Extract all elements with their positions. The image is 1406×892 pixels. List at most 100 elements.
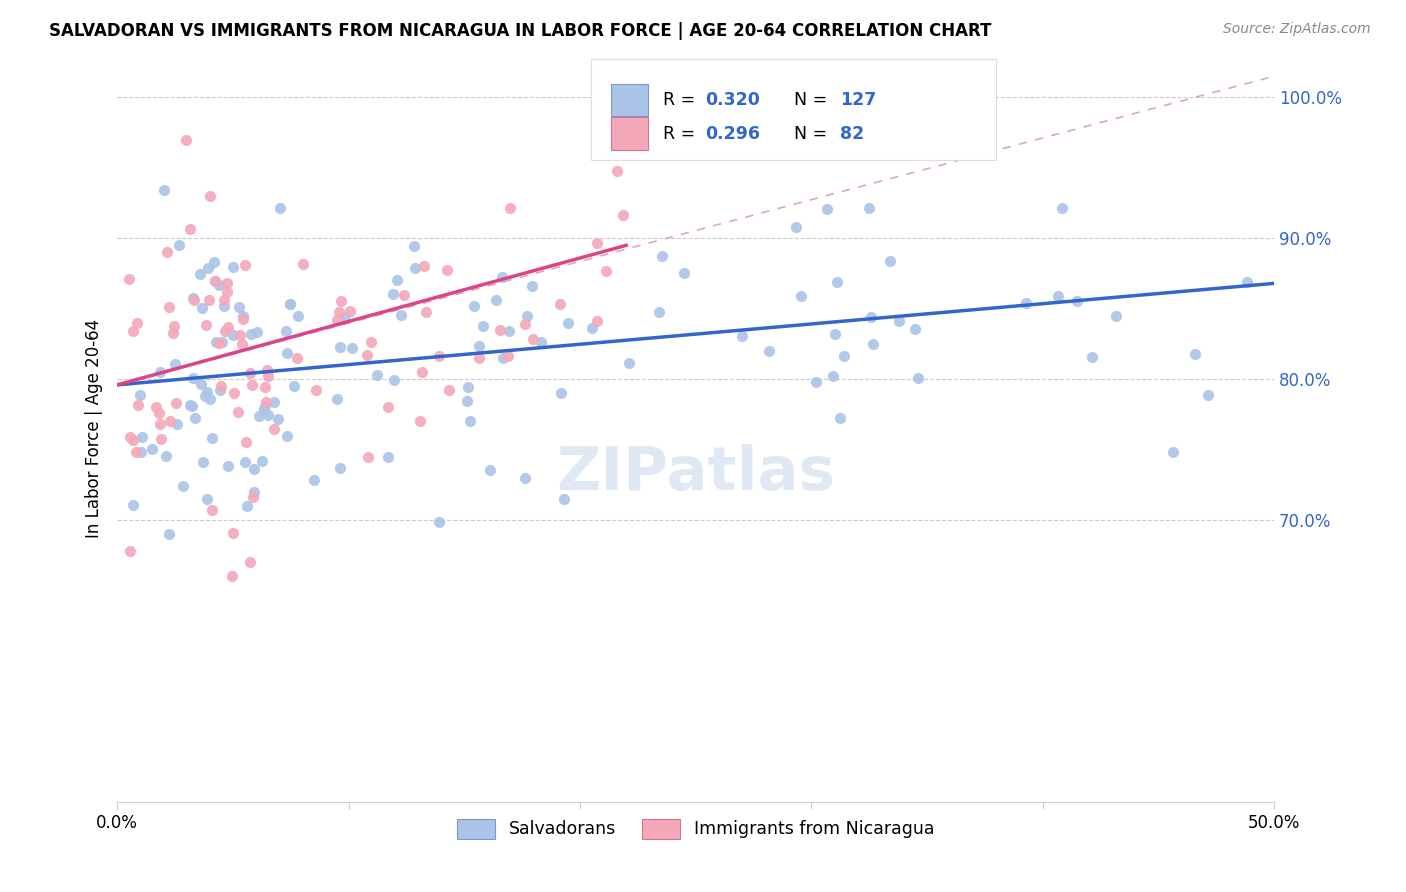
Point (1050, 201, 1073, 215)
Point (232, 309, 254, 323)
Point (243, 462, 266, 476)
Point (200, 189, 222, 203)
Point (240, 378, 263, 392)
Point (907, 371, 929, 385)
Point (204, 334, 226, 349)
Point (457, 380, 479, 394)
Point (491, 270, 513, 285)
Text: Source: ZipAtlas.com: Source: ZipAtlas.com (1223, 22, 1371, 37)
Point (329, 461, 352, 475)
Point (292, 257, 315, 271)
Point (156, 245, 179, 260)
Point (254, 394, 277, 409)
Point (557, 316, 579, 330)
Point (221, 569, 243, 583)
Point (427, 515, 450, 529)
Point (1105, 309, 1128, 323)
Point (226, 405, 249, 419)
Point (242, 490, 264, 504)
Point (242, 484, 264, 499)
Point (492, 351, 515, 366)
Point (191, 455, 214, 469)
Point (326, 392, 349, 406)
Text: 127: 127 (841, 91, 876, 109)
Point (357, 450, 380, 464)
Point (411, 365, 433, 379)
Point (330, 293, 353, 308)
Point (404, 260, 426, 275)
Point (118, 544, 141, 558)
Point (228, 300, 250, 314)
Point (233, 455, 256, 469)
Point (179, 398, 201, 412)
Point (118, 430, 141, 444)
Point (790, 288, 813, 302)
Point (283, 379, 305, 393)
Point (149, 417, 172, 431)
Text: ZIPatlas: ZIPatlas (555, 444, 835, 503)
Point (122, 324, 145, 338)
Point (581, 320, 603, 334)
Point (212, 299, 235, 313)
Point (329, 340, 352, 354)
Point (183, 291, 205, 305)
Point (253, 402, 276, 417)
Point (586, 313, 609, 327)
Point (488, 323, 510, 337)
Point (222, 260, 245, 274)
Point (183, 293, 205, 307)
Point (131, 430, 153, 444)
Point (287, 309, 309, 323)
Point (647, 305, 669, 319)
Point (209, 378, 232, 392)
Point (904, 321, 927, 335)
Point (530, 334, 553, 349)
Point (121, 433, 143, 447)
Point (190, 377, 212, 392)
Point (215, 285, 238, 299)
Point (731, 329, 754, 343)
Text: R =: R = (664, 125, 702, 143)
Text: N =: N = (794, 125, 832, 143)
Point (516, 309, 538, 323)
Point (1066, 294, 1088, 309)
Point (276, 346, 298, 360)
Point (619, 356, 641, 370)
Point (366, 368, 388, 383)
Point (198, 293, 221, 308)
Point (172, 478, 194, 492)
Point (392, 288, 415, 302)
Point (217, 319, 239, 334)
Point (204, 274, 226, 288)
Point (651, 249, 673, 263)
Point (515, 317, 537, 331)
Point (305, 383, 328, 397)
Point (304, 473, 326, 487)
Point (118, 271, 141, 285)
Point (832, 349, 855, 363)
Point (758, 343, 780, 358)
Point (197, 260, 219, 275)
Point (585, 235, 607, 250)
Point (202, 254, 225, 268)
Point (287, 351, 309, 365)
Point (247, 409, 270, 423)
Point (253, 380, 276, 394)
Point (217, 459, 239, 474)
Text: R =: R = (664, 91, 702, 109)
Point (468, 351, 491, 365)
Text: 0.296: 0.296 (704, 125, 759, 143)
Point (257, 368, 280, 383)
Point (253, 400, 276, 414)
Point (159, 414, 181, 428)
Point (198, 392, 221, 407)
FancyBboxPatch shape (592, 59, 997, 160)
Point (148, 406, 170, 420)
Legend: Salvadorans, Immigrants from Nicaragua: Salvadorans, Immigrants from Nicaragua (450, 812, 942, 846)
Point (231, 337, 253, 351)
Text: 0.320: 0.320 (704, 91, 759, 109)
Point (595, 264, 617, 278)
Point (548, 297, 571, 311)
Point (498, 350, 520, 364)
Point (238, 366, 260, 380)
